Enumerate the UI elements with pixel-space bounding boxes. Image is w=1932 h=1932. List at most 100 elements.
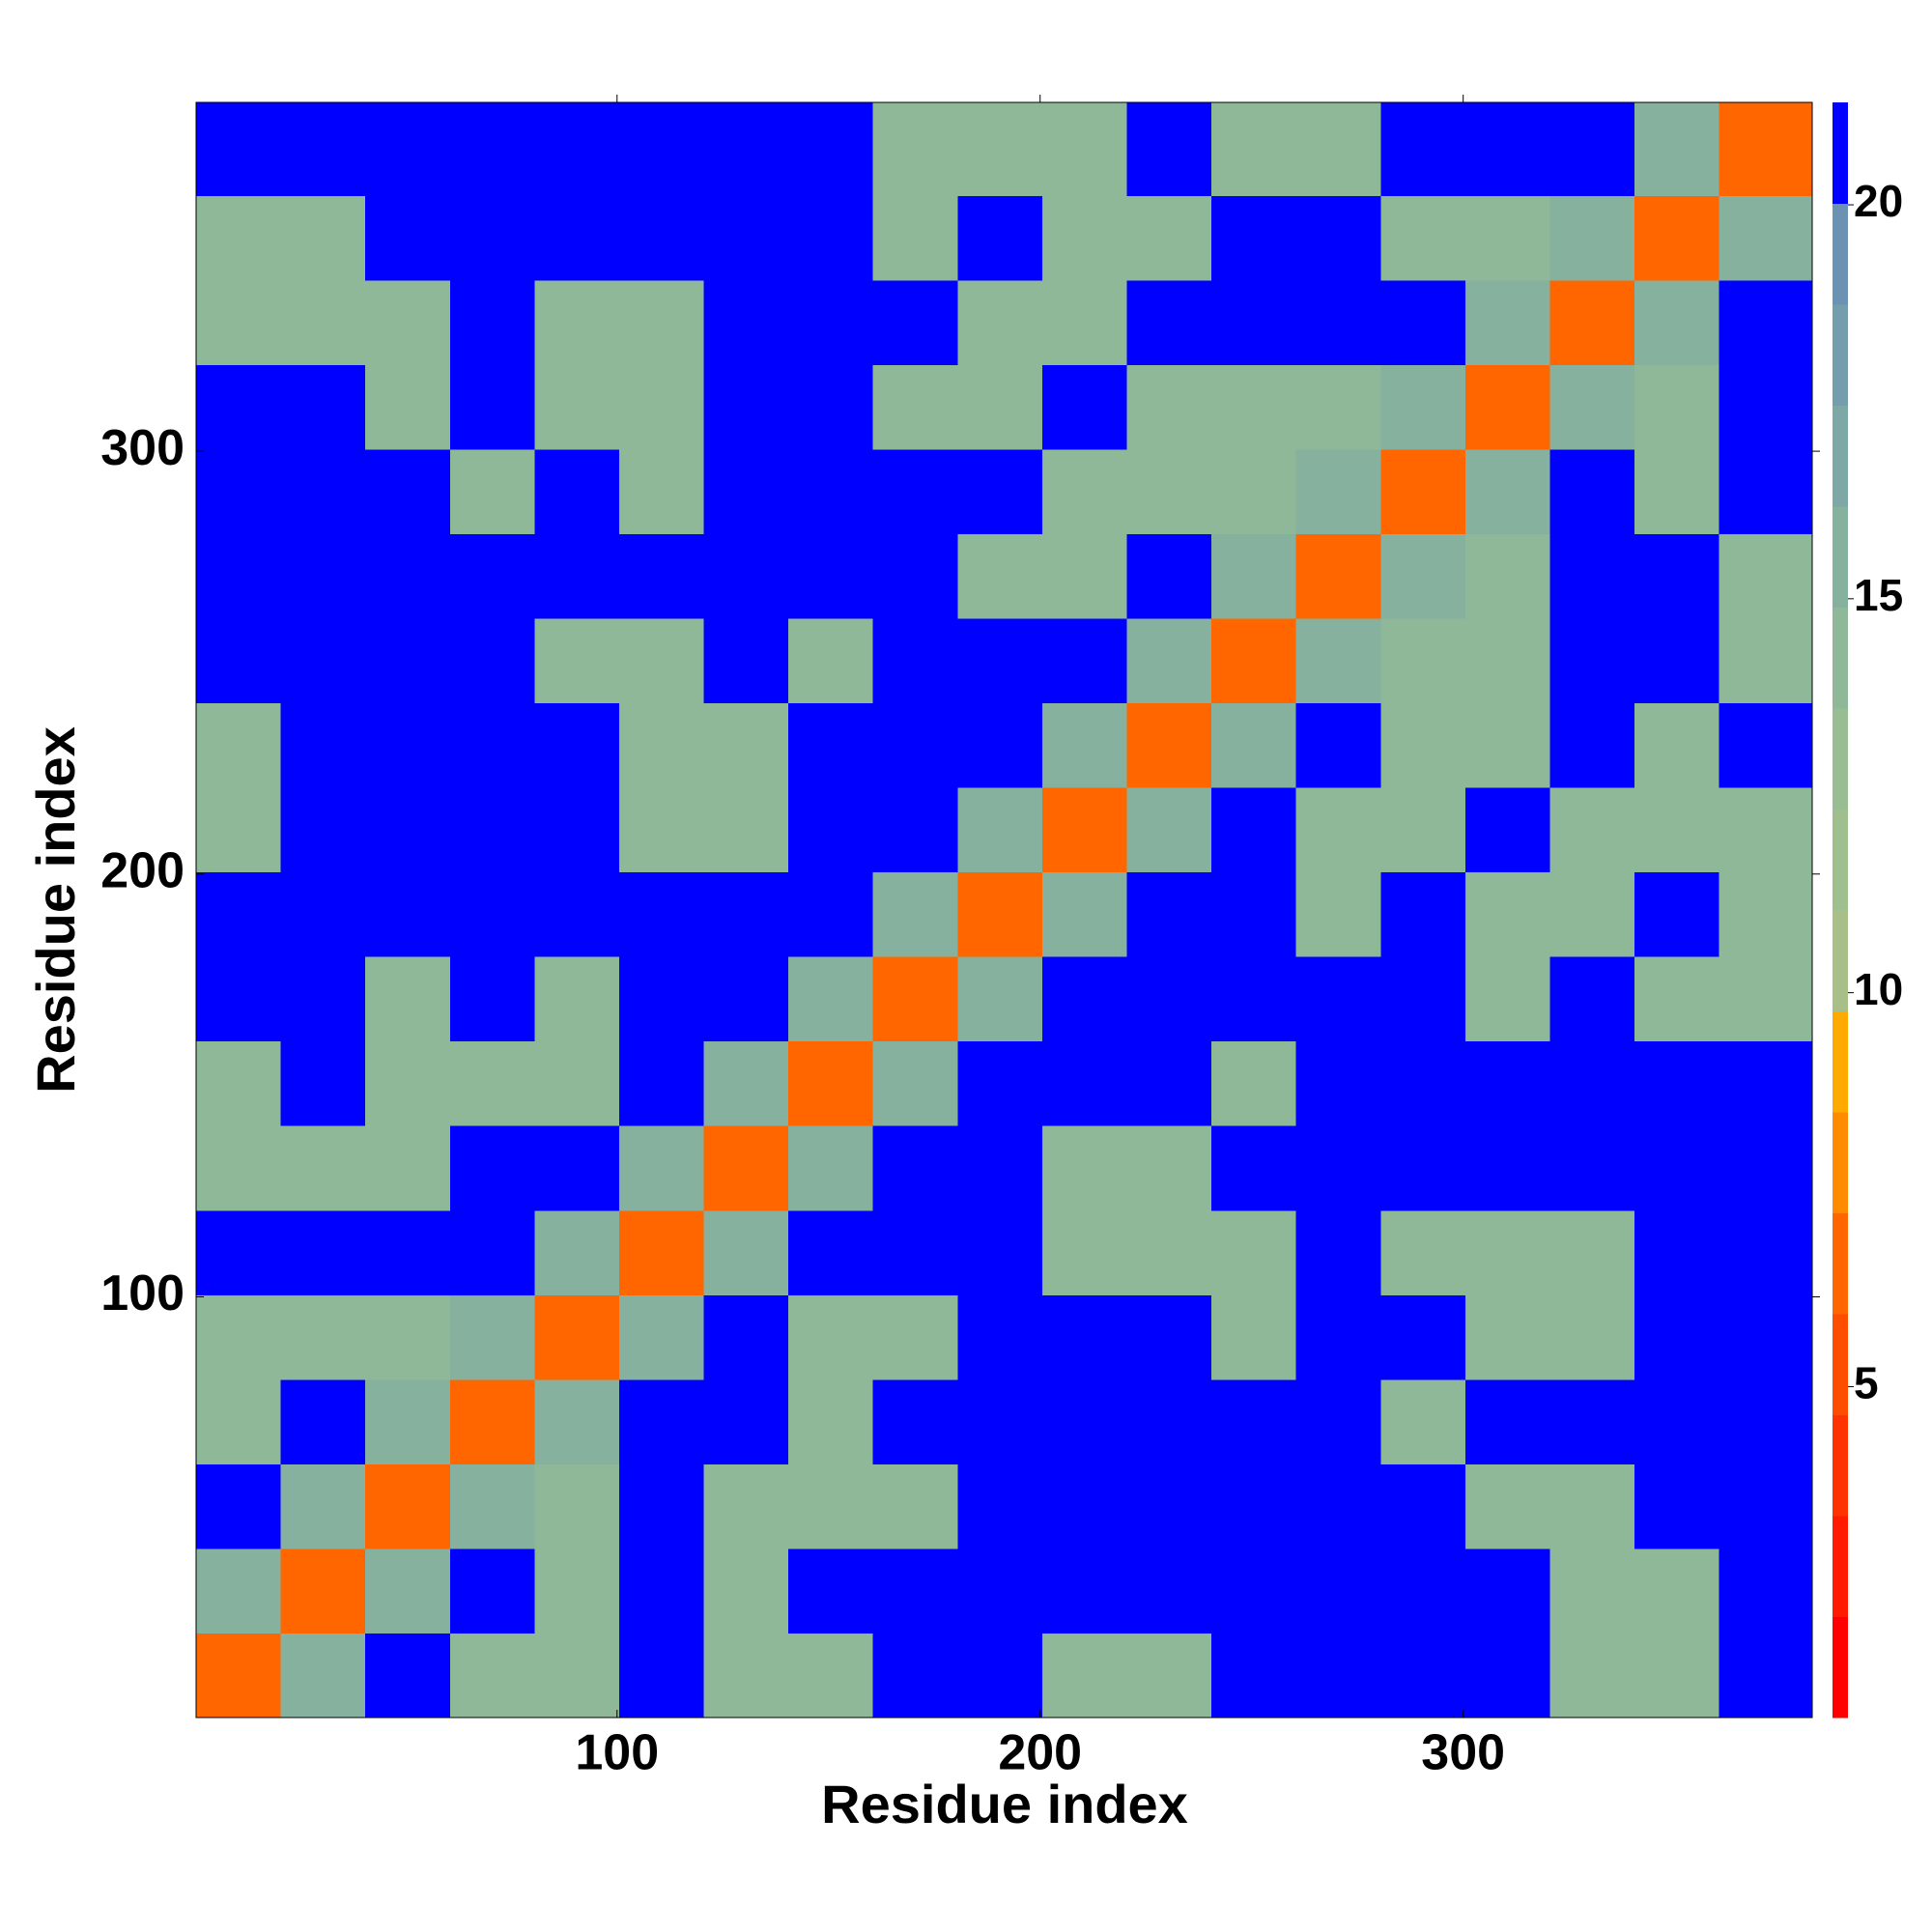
heatmap-cell [1719, 533, 1813, 619]
heatmap-cell [957, 787, 1043, 873]
heatmap-cell [534, 1548, 620, 1634]
heatmap-cell [1464, 787, 1550, 873]
colorbar-segment [1833, 708, 1848, 810]
heatmap-cell [1549, 1294, 1635, 1380]
heatmap-cell [1719, 787, 1813, 873]
heatmap-cell [788, 1463, 874, 1549]
heatmap-cell [703, 448, 789, 534]
heatmap-cell [449, 1294, 535, 1380]
heatmap-cell [1549, 1548, 1635, 1634]
heatmap-cell [1295, 102, 1381, 196]
heatmap-cell [872, 617, 958, 704]
heatmap-cell [196, 279, 282, 365]
heatmap-cell [1634, 1125, 1720, 1211]
heatmap-cell [1041, 1378, 1128, 1464]
heatmap-cell [1295, 1548, 1381, 1634]
heatmap-cell [618, 1209, 705, 1295]
heatmap-cell [534, 956, 620, 1042]
heatmap-cell [872, 1209, 958, 1295]
heatmap-cell [365, 279, 451, 365]
heatmap-cell [365, 448, 451, 534]
heatmap-cell [1719, 1378, 1813, 1464]
heatmap-cell [1380, 1209, 1466, 1295]
heatmap-cell [703, 871, 789, 957]
heatmap-cell [1719, 102, 1813, 196]
heatmap-cell [1719, 364, 1813, 450]
heatmap-cell [449, 617, 535, 704]
heatmap-cell [1719, 617, 1813, 704]
heatmap-cell [618, 1463, 705, 1549]
colorbar-tick-label: 10 [1854, 964, 1903, 1014]
heatmap-cell [449, 1125, 535, 1211]
colorbar-segment [1833, 405, 1848, 507]
heatmap-cell [365, 102, 451, 196]
heatmap-cell [957, 448, 1043, 534]
heatmap-cell [1464, 1378, 1550, 1464]
heatmap-cell [1041, 279, 1128, 365]
heatmap-cell [1549, 1378, 1635, 1464]
heatmap-cell [280, 195, 366, 281]
heatmap-cell [365, 787, 451, 873]
heatmap-cell [1295, 1040, 1381, 1126]
heatmap-cell [196, 1378, 282, 1464]
heatmap-cell [618, 1378, 705, 1464]
heatmap-cell [280, 1040, 366, 1126]
heatmap-cell [1126, 448, 1212, 534]
heatmap-cell [365, 871, 451, 957]
heatmap-cell [1634, 787, 1720, 873]
heatmap-cell [1549, 1209, 1635, 1295]
heatmap-cell [1634, 448, 1720, 534]
x-tick-label: 300 [1421, 1725, 1505, 1781]
heatmap-cell [1464, 1040, 1550, 1126]
heatmap-cell [534, 1294, 620, 1380]
heatmap-cell [365, 195, 451, 281]
heatmap-cell [703, 1209, 789, 1295]
heatmap-cell [1295, 702, 1381, 788]
heatmap-cell [534, 279, 620, 365]
heatmap-cell [618, 956, 705, 1042]
heatmap-cell [1211, 1294, 1297, 1380]
heatmap-cell [1295, 1294, 1381, 1380]
heatmap-cell [280, 702, 366, 788]
heatmap-cell [280, 364, 366, 450]
heatmap-cell [872, 1463, 958, 1549]
heatmap-cell [1211, 787, 1297, 873]
heatmap-cell [957, 1378, 1043, 1464]
heatmap-cell [534, 871, 620, 957]
heatmap-cell [1719, 1548, 1813, 1634]
heatmap-cell [534, 1040, 620, 1126]
heatmap-cell [534, 364, 620, 450]
heatmap-cell [280, 448, 366, 534]
heatmap-cell [957, 102, 1043, 196]
heatmap-cell [1549, 787, 1635, 873]
heatmap-cell [1549, 279, 1635, 365]
heatmap-cell [365, 1040, 451, 1126]
heatmap-cell [1380, 364, 1466, 450]
heatmap-cell [1380, 448, 1466, 534]
heatmap-cell [1719, 1463, 1813, 1549]
heatmap-cell [703, 102, 789, 196]
heatmap-cell [1041, 1294, 1128, 1380]
heatmap-cell [196, 533, 282, 619]
heatmap-cell [1126, 1378, 1212, 1464]
colorbar-tick-label: 15 [1854, 570, 1903, 620]
colorbar-segment [1833, 910, 1848, 1011]
heatmap-cell [788, 102, 874, 196]
heatmap-cell [618, 1125, 705, 1211]
heatmap-cell [1126, 102, 1212, 196]
heatmap-cell [1295, 1633, 1381, 1719]
y-tick-label: 300 [100, 420, 185, 476]
heatmap-cell [872, 195, 958, 281]
heatmap-cell [1295, 787, 1381, 873]
colorbar-segment [1833, 1112, 1848, 1213]
heatmap-cell [449, 102, 535, 196]
heatmap-cell [449, 364, 535, 450]
heatmap-cell [1549, 702, 1635, 788]
heatmap-cell [196, 1209, 282, 1295]
heatmap-cell [280, 956, 366, 1042]
heatmap-cell [618, 1294, 705, 1380]
heatmap-cell [1549, 195, 1635, 281]
heatmap-cell [1211, 1125, 1297, 1211]
heatmap-cell [280, 787, 366, 873]
